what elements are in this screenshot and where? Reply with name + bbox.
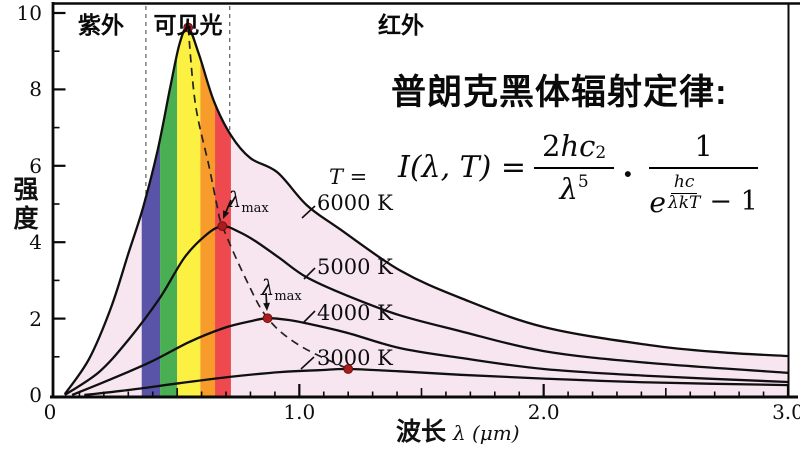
- x-axis-label-cn: 波长: [396, 418, 447, 446]
- curve-label-leader-2: [302, 310, 316, 324]
- lambda-symbol: λ: [261, 276, 275, 300]
- exp-num-hc: hc: [670, 172, 698, 194]
- y-axis-label: 强度: [10, 176, 38, 234]
- var-lambda: λ: [559, 172, 578, 206]
- under-curve-fill: [55, 27, 789, 397]
- fraction2-denominator: e hc λkT − 1: [649, 169, 757, 238]
- region-label-uv: 紫外: [78, 12, 124, 38]
- planck-curve-5000K: [64, 225, 789, 396]
- lambda-max-label-1: λmax: [228, 188, 269, 216]
- fraction1-numerator: 2 hc 2: [534, 117, 614, 167]
- spectrum-stripe-1: [160, 27, 178, 397]
- y-tick-label-4: 4: [29, 230, 42, 255]
- curve-label-4000k: 4000 K: [317, 301, 393, 325]
- curve-label-leader-3: [300, 356, 315, 370]
- x-tick-label-0: 0: [43, 400, 57, 424]
- fraction2-numerator: 1: [686, 117, 720, 167]
- x-tick-label-2.0: 2.0: [527, 400, 560, 424]
- lambda-max-subscript: max: [274, 289, 302, 305]
- spectrum-stripe-2: [177, 27, 201, 397]
- exp-den-lambda-kt: λkT: [667, 192, 701, 213]
- peak-dot-1: [217, 221, 228, 232]
- lambda-max-label-2: λmax: [261, 276, 302, 304]
- region-label-ir: 红外: [378, 12, 424, 38]
- curve-label-5000k: 5000 K: [317, 255, 393, 279]
- curve-label-leader-0: [301, 205, 316, 219]
- planck-curve-6000K: [63, 26, 789, 395]
- peak-dot-3: [343, 364, 354, 374]
- page-title: 普朗克黑体辐射定律:: [391, 73, 728, 112]
- coeff-2: 2: [542, 129, 561, 163]
- var-hc: hc: [560, 129, 596, 163]
- y-tick-label-0: 0: [29, 383, 42, 407]
- temperature-symbol-label: T =: [329, 165, 368, 189]
- spectrum-band: [141, 27, 231, 397]
- x-axis-unit: λ (μm): [452, 421, 520, 445]
- curve-label-6000k: 6000 K: [317, 191, 393, 215]
- lambda-max-arrow-1-head: [223, 210, 230, 219]
- exponent-fraction: hc λkT: [667, 172, 701, 213]
- numerator-1: 1: [694, 129, 713, 163]
- y-tick-label-8: 8: [29, 77, 42, 102]
- fraction2-bar: [649, 167, 758, 169]
- peak-dot-2: [262, 313, 273, 324]
- exp-5: 5: [577, 172, 589, 192]
- peak-dot-0: [183, 22, 194, 33]
- formula-lhs: I(λ, T) =: [398, 150, 527, 185]
- curve-label-leader-1: [303, 267, 316, 280]
- x-tick-label-1.0: 1.0: [283, 400, 316, 424]
- x-axis-label: 波长 λ (μm): [396, 412, 520, 448]
- y-tick-label-2: 2: [29, 306, 42, 331]
- lambda-max-subscript: max: [241, 201, 269, 217]
- lambda-symbol: λ: [228, 188, 242, 212]
- y-tick-label-10: 10: [16, 1, 42, 25]
- spectrum-stripe-3: [200, 27, 216, 397]
- curve-label-3000k: 3000 K: [317, 346, 393, 370]
- formula-fraction-2: 1 e hc λkT − 1: [649, 117, 758, 238]
- var-e: e: [649, 186, 666, 219]
- planck-curve-4000K: [71, 317, 789, 397]
- minus-one: − 1: [709, 186, 758, 217]
- fraction1-bar: [534, 167, 615, 169]
- region-label-visible: 可见光: [153, 12, 223, 38]
- lambda-max-arrow-2-head: [263, 302, 270, 311]
- multiplication-dot: ·: [622, 155, 634, 193]
- y-tick-label-6: 6: [29, 153, 42, 178]
- x-tick-label-3.0: 3.0: [772, 400, 800, 424]
- exp-2: 2: [595, 143, 607, 163]
